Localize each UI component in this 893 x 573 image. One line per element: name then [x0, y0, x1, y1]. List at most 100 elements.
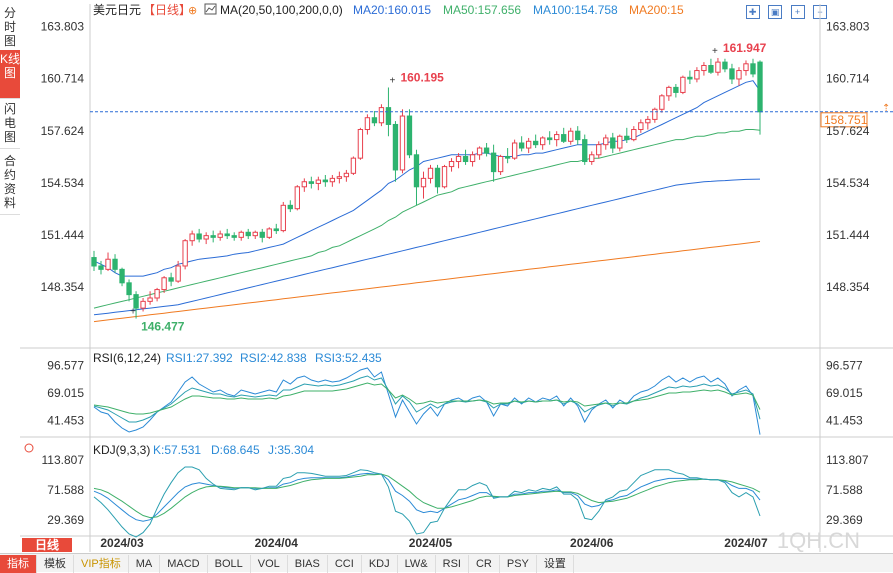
candle-body[interactable]: [231, 235, 237, 238]
candle-body[interactable]: [434, 167, 441, 188]
candle-body[interactable]: [168, 277, 174, 282]
candle-body[interactable]: [568, 130, 574, 142]
tab-timeshare[interactable]: 分时图: [0, 4, 20, 51]
candle-body[interactable]: [525, 140, 532, 149]
candle-body[interactable]: [490, 152, 497, 173]
indicator-button-9[interactable]: KDJ: [362, 555, 398, 573]
candle-body[interactable]: [203, 235, 209, 240]
candle-body[interactable]: [280, 204, 286, 232]
candle-body[interactable]: [750, 63, 756, 75]
indicator-button-2[interactable]: VIP指标: [74, 555, 129, 573]
candle-body[interactable]: [497, 155, 504, 173]
candle-body[interactable]: [273, 228, 279, 232]
candle-body[interactable]: [294, 186, 300, 210]
candle-body[interactable]: [259, 231, 265, 238]
candle-body[interactable]: [687, 76, 693, 80]
candle-body[interactable]: [322, 179, 329, 183]
candle-body[interactable]: [245, 231, 251, 237]
candle-body[interactable]: [736, 70, 742, 80]
candle-body[interactable]: [589, 154, 595, 163]
candle-body[interactable]: [540, 137, 546, 146]
candle-body[interactable]: [469, 154, 476, 163]
candle-body[interactable]: [603, 137, 609, 146]
fullscreen-icon[interactable]: ✚: [745, 5, 760, 19]
candle-body[interactable]: [98, 265, 104, 270]
candle-body[interactable]: [547, 137, 553, 141]
candle-body[interactable]: [631, 129, 637, 141]
candle-body[interactable]: [378, 107, 385, 124]
candle-body[interactable]: [161, 277, 167, 291]
candle-body[interactable]: [476, 147, 483, 156]
indicator-button-13[interactable]: PSY: [500, 555, 537, 573]
period-button[interactable]: 日线: [22, 538, 72, 552]
candle-body[interactable]: [666, 86, 672, 97]
candle-body[interactable]: [392, 123, 399, 171]
candle-body[interactable]: [645, 118, 651, 124]
candle-body[interactable]: [112, 258, 118, 270]
candle-body[interactable]: [315, 179, 322, 184]
candle-body[interactable]: [729, 68, 735, 80]
tab-contract-info[interactable]: 合约资料: [0, 152, 20, 215]
candle-body[interactable]: [252, 231, 258, 237]
candle-body[interactable]: [413, 154, 420, 188]
indicator-button-10[interactable]: LW&: [398, 555, 436, 573]
candle-body[interactable]: [399, 115, 406, 171]
candle-body[interactable]: [722, 61, 728, 70]
settings-icon[interactable]: ⊕: [188, 5, 197, 17]
candle-body[interactable]: [582, 139, 588, 163]
indicator-button-4[interactable]: MACD: [160, 555, 208, 573]
candle-body[interactable]: [350, 157, 357, 174]
candle-body[interactable]: [154, 289, 160, 299]
candle-body[interactable]: [385, 107, 392, 125]
candle-body[interactable]: [680, 76, 686, 93]
candle-body[interactable]: [511, 142, 518, 159]
candle-body[interactable]: [357, 129, 364, 159]
candle-body[interactable]: [91, 257, 97, 267]
candle-body[interactable]: [140, 300, 146, 309]
candle-body[interactable]: [441, 166, 448, 188]
candle-body[interactable]: [133, 294, 139, 309]
candle-body[interactable]: [217, 233, 223, 238]
candle-body[interactable]: [371, 117, 378, 124]
candle-body[interactable]: [224, 233, 230, 237]
ma-chart-icon[interactable]: [204, 3, 217, 15]
candle-body[interactable]: [448, 161, 455, 168]
indicator-button-5[interactable]: BOLL: [208, 555, 251, 573]
candle-body[interactable]: [673, 86, 679, 93]
candle-body[interactable]: [652, 108, 658, 120]
indicator-button-14[interactable]: 设置: [537, 555, 574, 573]
candle-body[interactable]: [701, 64, 707, 72]
candle-body[interactable]: [518, 142, 525, 149]
candle-body[interactable]: [336, 176, 343, 179]
candle-body[interactable]: [147, 297, 153, 302]
indicator-button-3[interactable]: MA: [129, 555, 161, 573]
candle-body[interactable]: [757, 61, 763, 113]
candle-body[interactable]: [638, 122, 644, 131]
candle-body[interactable]: [210, 235, 216, 238]
candle-body[interactable]: [182, 240, 188, 267]
candle-body[interactable]: [266, 228, 272, 238]
candle-body[interactable]: [287, 204, 293, 210]
candle-body[interactable]: [715, 61, 721, 73]
candle-body[interactable]: [624, 135, 630, 141]
candle-body[interactable]: [694, 70, 700, 80]
candle-body[interactable]: [119, 268, 125, 284]
candle-body[interactable]: [708, 64, 714, 73]
candle-body[interactable]: [126, 282, 132, 296]
candle-body[interactable]: [743, 63, 749, 72]
kdj-settings-icon[interactable]: [24, 443, 34, 453]
tab-kline[interactable]: K线图: [0, 50, 20, 99]
candle-body[interactable]: [301, 181, 307, 188]
candle-body[interactable]: [575, 130, 581, 141]
candle-body[interactable]: [343, 172, 350, 178]
indicator-button-0[interactable]: 指标: [0, 555, 37, 573]
candle-body[interactable]: [504, 155, 511, 159]
candle-body[interactable]: [554, 134, 560, 141]
indicator-button-8[interactable]: CCI: [328, 555, 362, 573]
zoom-in-icon[interactable]: +: [790, 5, 805, 19]
candle-body[interactable]: [329, 177, 336, 183]
candle-body[interactable]: [406, 115, 413, 156]
candle-body[interactable]: [610, 137, 616, 149]
candle-body[interactable]: [420, 177, 427, 188]
